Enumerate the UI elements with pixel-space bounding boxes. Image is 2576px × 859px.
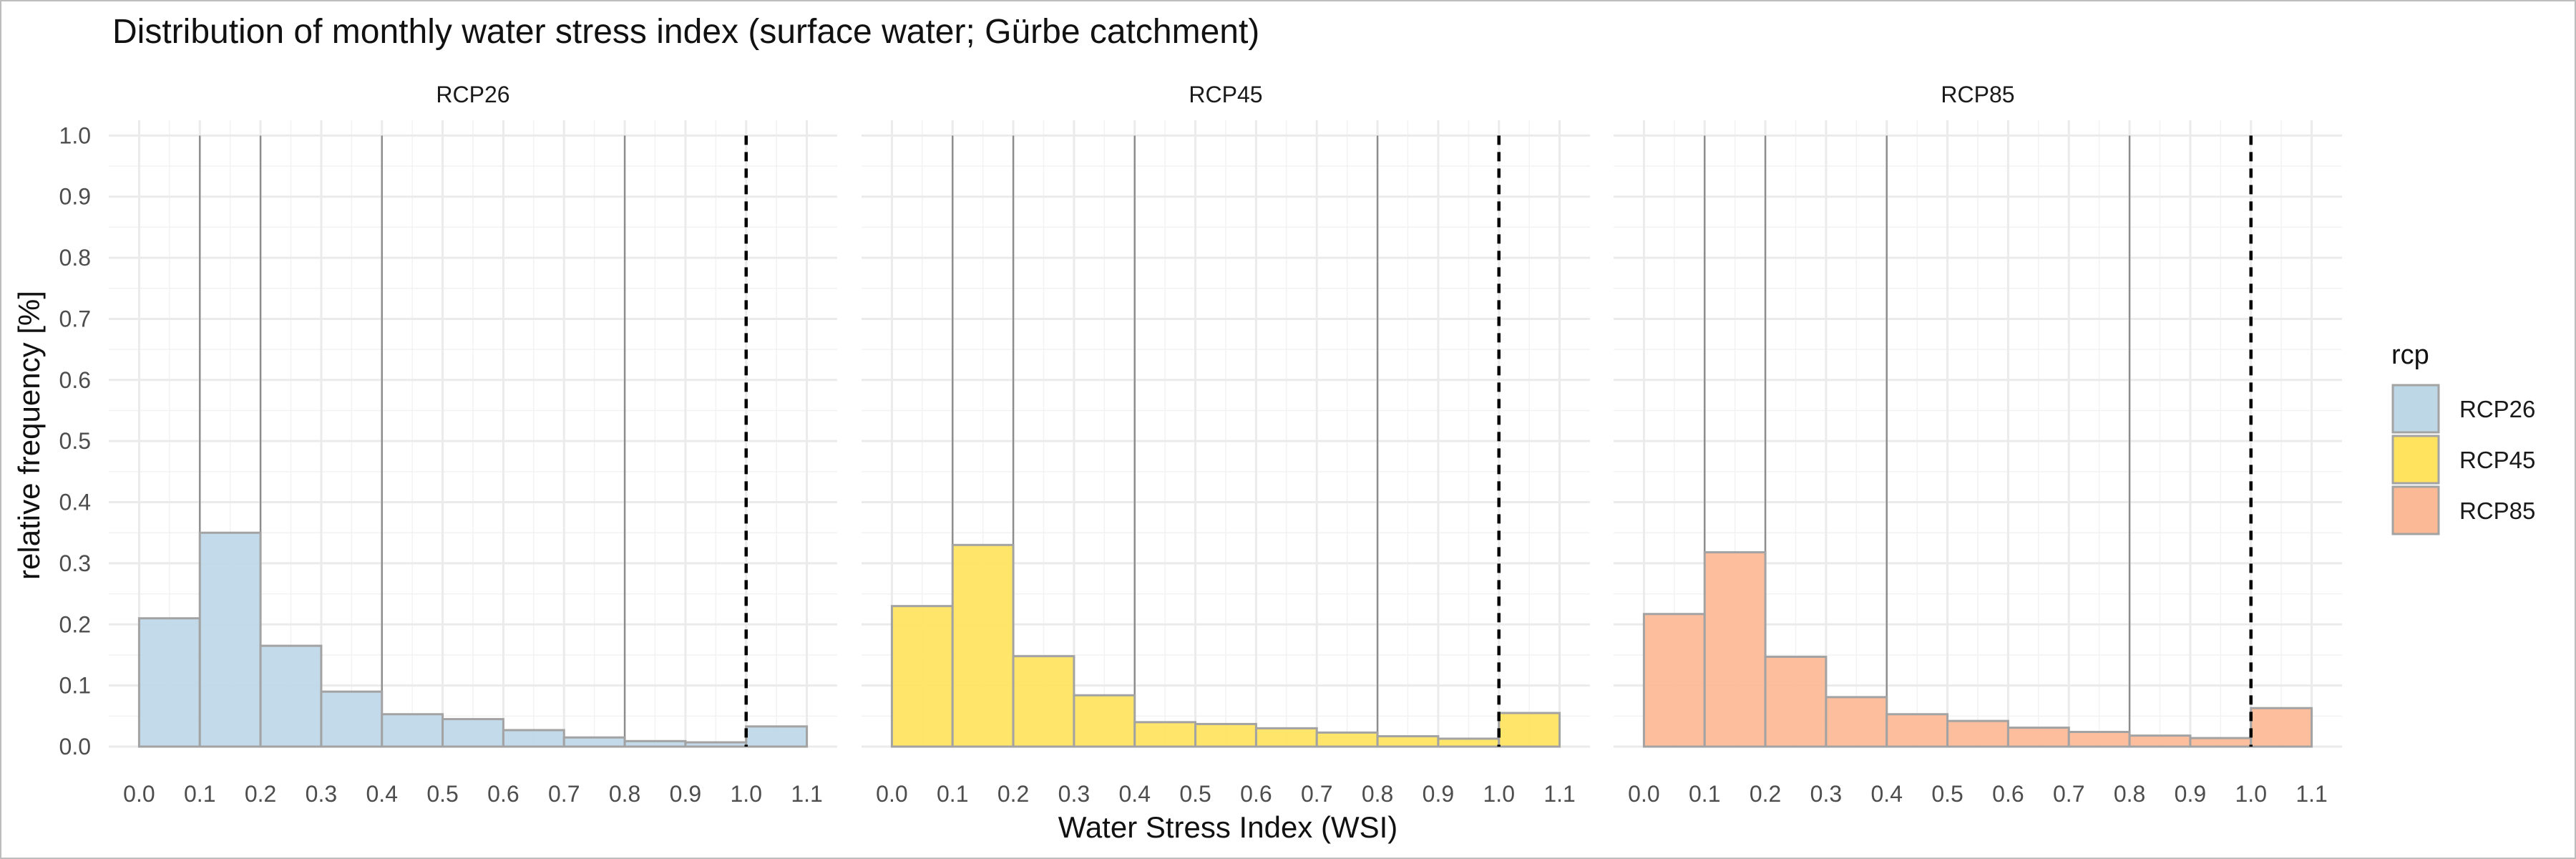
- x-tick-label: 0.2: [997, 781, 1029, 807]
- x-tick-label: 0.2: [1750, 781, 1781, 807]
- x-tick-label: 0.0: [123, 781, 155, 807]
- x-tick-label: 0.4: [1871, 781, 1903, 807]
- x-tick-label: 0.8: [2114, 781, 2145, 807]
- histogram-bar: [1885, 713, 1949, 748]
- x-tick-label: 0.7: [1301, 781, 1332, 807]
- x-tick-label: 0.1: [184, 781, 215, 807]
- histogram-bar: [381, 713, 444, 748]
- y-tick-label: 1.0: [59, 122, 91, 148]
- histogram-bar: [2189, 737, 2253, 748]
- histogram-bar: [1764, 656, 1828, 748]
- histogram-bar: [1825, 696, 1888, 748]
- histogram-bar: [2128, 734, 2192, 748]
- x-tick-label: 1.1: [2296, 781, 2327, 807]
- histogram-bar: [1012, 655, 1075, 748]
- facet-panel-rcp85: RCP85 0.0 0.1 0.2 0.3 0.4 0.5 0.6 0.7 0.8 0.9 1.0 1.…: [1614, 82, 2342, 807]
- histogram-bar: [1254, 727, 1318, 748]
- histogram-bar: [2006, 727, 2070, 748]
- legend-swatch-rcp26: [2391, 384, 2440, 434]
- legend: rcp RCP26 RCP45 RCP85: [2391, 340, 2535, 535]
- x-tick-label: 0.5: [1931, 781, 1963, 807]
- x-tick-label: 0.9: [670, 781, 701, 807]
- histogram-bar: [441, 718, 504, 748]
- x-tick-label: 0.0: [876, 781, 907, 807]
- x-tick-label: 0.3: [1810, 781, 1842, 807]
- x-tick-label: 0.7: [548, 781, 580, 807]
- x-tick-label: 0.6: [1240, 781, 1272, 807]
- facet-panel-rcp26: RCP26 0.0 0.1 0.2 0.3 0.4 0.5 0.6 0.7 0.8 0.9 1.0 1.…: [59, 82, 837, 807]
- histogram-bar: [320, 690, 384, 748]
- histogram-bar: [890, 605, 954, 748]
- histogram-bar: [137, 617, 201, 748]
- facet-strip-label: RCP45: [1189, 82, 1262, 107]
- x-tick-label: 1.0: [1483, 781, 1515, 807]
- x-tick-label: 0.9: [2175, 781, 2206, 807]
- histogram-bar: [1133, 721, 1197, 748]
- histogram-bar: [502, 729, 565, 748]
- y-axis-title: relative frequency [%]: [12, 291, 46, 580]
- x-tick-label: 0.1: [937, 781, 968, 807]
- chart-title: Distribution of monthly water stress ind…: [112, 13, 1259, 51]
- y-tick-label: 0.9: [59, 184, 91, 210]
- x-tick-label: 1.0: [731, 781, 762, 807]
- y-tick-label: 0.7: [59, 306, 91, 331]
- x-tick-label: 0.4: [1119, 781, 1151, 807]
- x-tick-label: 0.6: [487, 781, 519, 807]
- legend-label-rcp26: RCP26: [2459, 396, 2535, 422]
- y-tick-label: 0.2: [59, 611, 91, 637]
- histogram-bar: [2250, 707, 2313, 748]
- histogram-bar: [562, 736, 626, 748]
- x-tick-label: 0.5: [1179, 781, 1211, 807]
- histogram-bar: [1315, 731, 1379, 748]
- x-tick-label: 0.2: [245, 781, 276, 807]
- histogram-bar: [951, 543, 1015, 748]
- histogram-bar: [1376, 734, 1440, 748]
- x-tick-label: 1.1: [1543, 781, 1575, 807]
- legend-label-rcp85: RCP85: [2459, 498, 2535, 524]
- legend-title: rcp: [2391, 340, 2429, 370]
- x-tick-label: 0.1: [1689, 781, 1720, 807]
- y-tick-label: 0.0: [59, 734, 91, 759]
- histogram-bar: [1073, 694, 1136, 748]
- histogram-bar: [1703, 551, 1767, 748]
- y-tick-label: 0.8: [59, 245, 91, 271]
- histogram-bar: [1437, 737, 1501, 748]
- x-tick-label: 0.7: [2053, 781, 2084, 807]
- facet-strip-label: RCP85: [1941, 82, 2014, 107]
- histogram-bar: [1642, 613, 1706, 748]
- histogram-bar: [684, 741, 748, 748]
- x-tick-label: 0.8: [1362, 781, 1393, 807]
- x-axis-title: Water Stress Index (WSI): [1058, 810, 1398, 844]
- histogram-bar: [2067, 731, 2131, 748]
- y-tick-label: 0.1: [59, 673, 91, 699]
- legend-swatch-rcp85: [2391, 485, 2440, 535]
- y-tick-label: 0.4: [59, 490, 91, 515]
- x-tick-label: 0.4: [366, 781, 398, 807]
- x-tick-label: 0.5: [426, 781, 458, 807]
- y-tick-label: 0.3: [59, 550, 91, 576]
- histogram-bar: [1194, 722, 1257, 748]
- x-tick-label: 0.3: [306, 781, 337, 807]
- histogram-bar: [198, 531, 262, 748]
- histogram-bar: [623, 739, 687, 748]
- legend-label-rcp45: RCP45: [2459, 447, 2535, 473]
- y-tick-label: 0.6: [59, 367, 91, 393]
- x-tick-label: 0.0: [1628, 781, 1659, 807]
- histogram-bar: [745, 725, 809, 748]
- histogram-bar: [259, 644, 323, 748]
- histogram-bar: [1498, 712, 1561, 748]
- facet-panels: RCP26 0.0 0.1 0.2 0.3 0.4 0.5 0.6 0.7 0.8 0.9 1.0 1.…: [59, 82, 2342, 807]
- facet-strip-label: RCP26: [436, 82, 509, 107]
- legend-swatch-rcp45: [2391, 435, 2440, 485]
- x-tick-label: 0.9: [1423, 781, 1454, 807]
- facet-panel-rcp45: RCP45 0.0 0.1 0.2 0.3 0.4 0.5 0.6 0.7 0.8 0.9 1.0 1.…: [862, 82, 1590, 807]
- x-tick-label: 0.3: [1058, 781, 1090, 807]
- x-tick-label: 1.0: [2235, 781, 2267, 807]
- x-tick-label: 0.6: [1992, 781, 2024, 807]
- x-tick-label: 0.8: [609, 781, 640, 807]
- y-tick-label: 0.5: [59, 428, 91, 454]
- histogram-bar: [1946, 719, 2009, 748]
- x-tick-label: 1.1: [791, 781, 822, 807]
